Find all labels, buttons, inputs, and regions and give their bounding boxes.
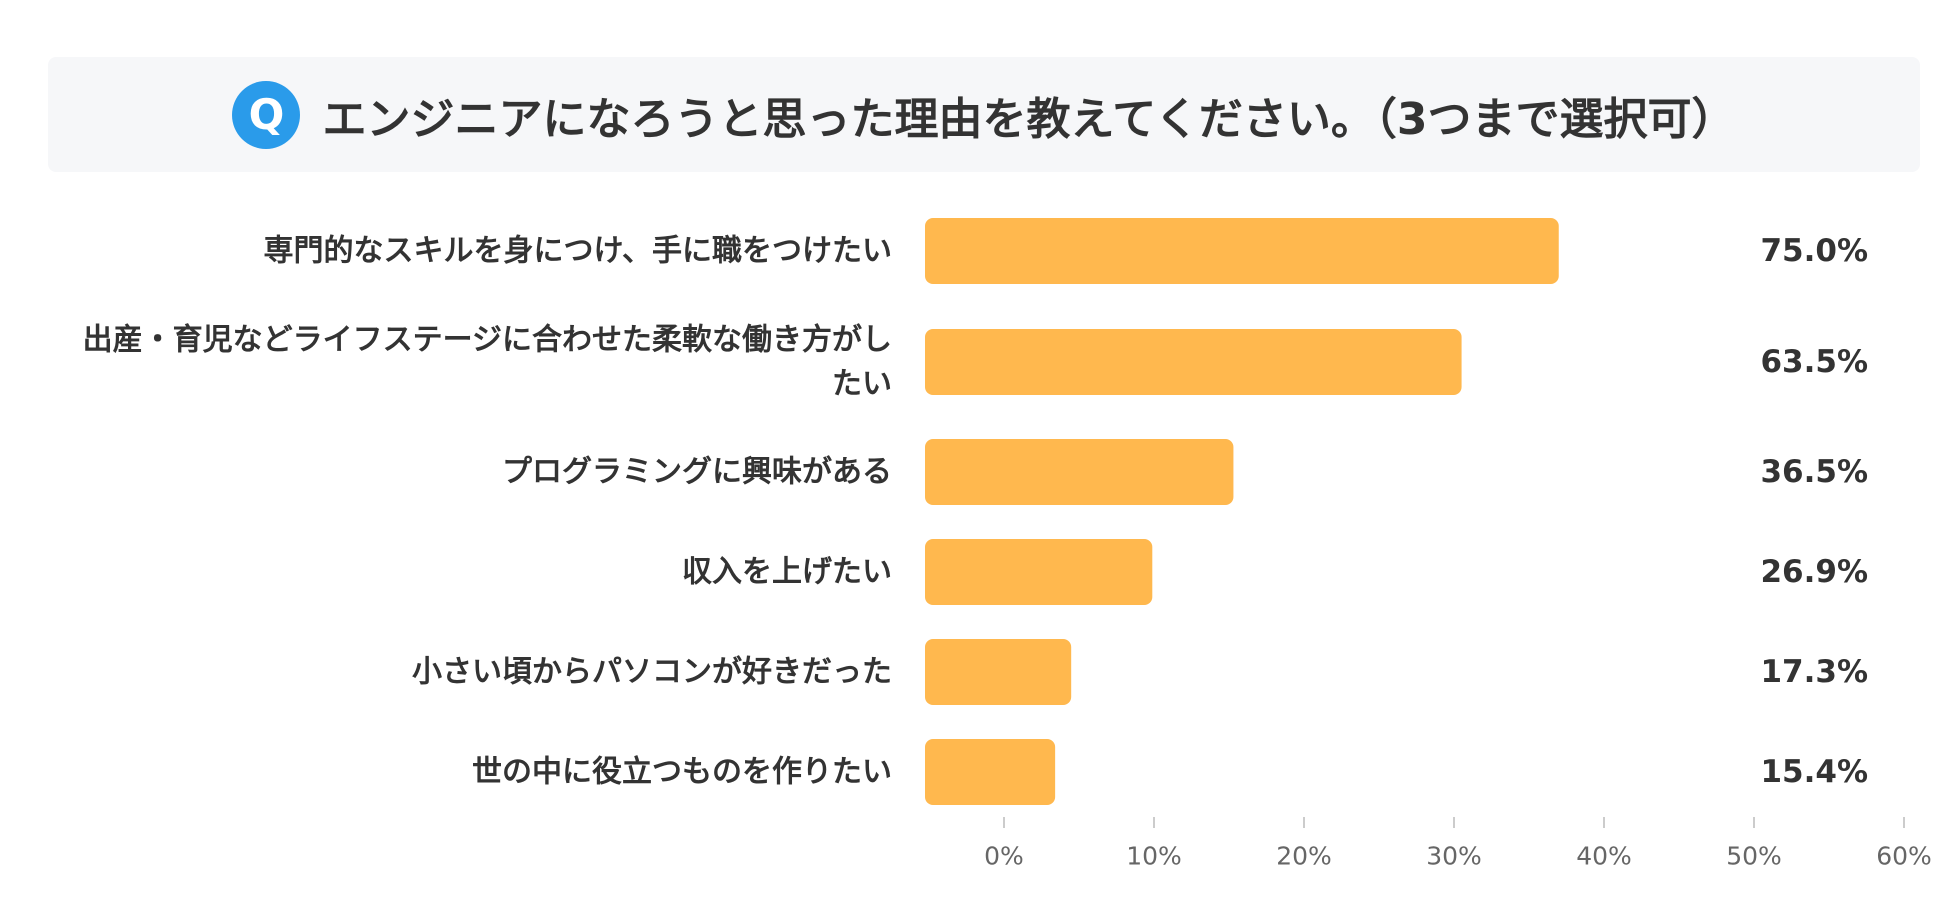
x-tick-label: 20% (1276, 842, 1332, 871)
bar-0 (925, 218, 1559, 284)
x-tick-label: 0% (984, 842, 1024, 871)
value-label: 75.0% (1760, 233, 1868, 269)
bar-2 (925, 439, 1234, 505)
x-tick-label: 60% (1876, 842, 1932, 871)
bar-1 (925, 329, 1462, 395)
question-badge-icon: Q (232, 80, 301, 149)
value-label: 17.3% (1760, 654, 1868, 690)
question-header: Q エンジニアになろうと思った理由を教えてください。（3つまで選択可） (48, 57, 1920, 172)
x-tick-label: 50% (1726, 842, 1782, 871)
category-label: 専門的なスキルを身につけ、手に職をつけたい (264, 234, 893, 269)
bar-3 (925, 539, 1153, 605)
category-label: 世の中に役立つものを作りたい (472, 755, 892, 790)
category-label: たい (832, 367, 892, 402)
value-label: 26.9% (1760, 554, 1868, 590)
category-label: 小さい頃からパソコンが好きだった (412, 655, 892, 690)
bar-5 (925, 739, 1056, 805)
category-label: 出産・育児などライフステージに合わせた柔軟な働き方がし (83, 323, 892, 358)
value-label: 63.5% (1760, 344, 1868, 380)
value-label: 36.5% (1760, 454, 1868, 490)
x-tick-label: 30% (1426, 842, 1482, 871)
x-tick-label: 10% (1126, 842, 1182, 871)
value-label: 15.4% (1760, 754, 1868, 790)
category-label: プログラミングに興味がある (502, 455, 892, 490)
question-title: エンジニアになろうと思った理由を教えてください。（3つまで選択可） (322, 93, 1736, 145)
category-label: 収入を上げたい (682, 555, 892, 590)
x-tick-label: 40% (1576, 842, 1632, 871)
bar-4 (925, 639, 1072, 705)
